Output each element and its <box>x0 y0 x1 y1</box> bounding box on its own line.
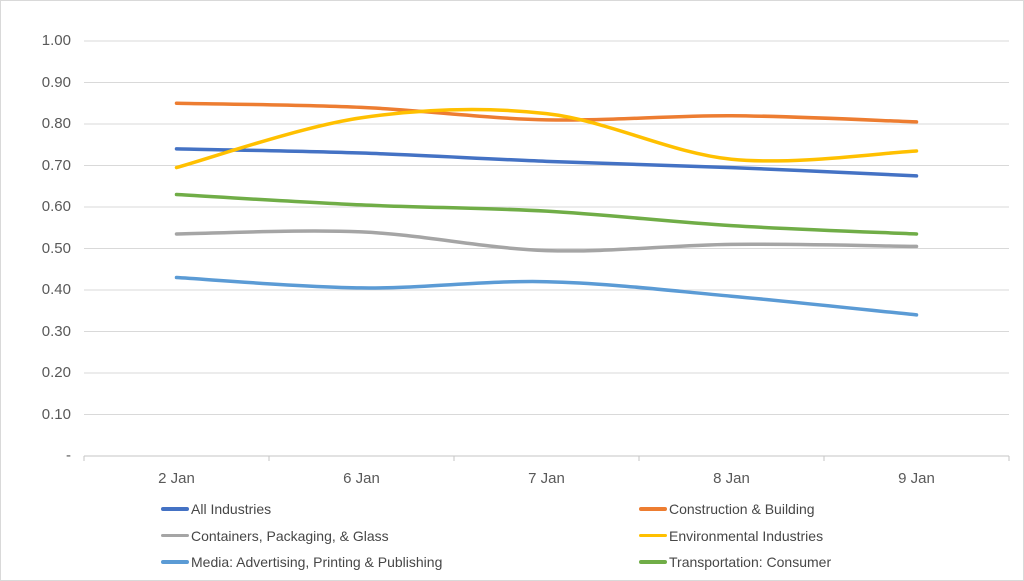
series-line-construction-building <box>174 101 919 124</box>
legend-item-label: Construction & Building <box>669 501 815 517</box>
series-line-transportation-consumer <box>174 192 919 236</box>
legend-swatch-icon <box>639 533 667 538</box>
legend-item-label: Environmental Industries <box>669 527 824 544</box>
legend-swatch-icon <box>161 533 189 538</box>
legend-item-label: Containers, Packaging, & Glass <box>191 527 389 544</box>
series-line-media-advertising-printing-publishing <box>174 275 919 317</box>
series-line-environmental-industries <box>174 107 919 170</box>
legend-item-label: Media: Advertising, Printing & Publishin… <box>191 554 443 570</box>
legend-item-label: Transportation: Consumer <box>669 554 832 570</box>
legend-item-environmental-industries: Environmental Industries <box>639 527 831 545</box>
legend-item-all-industries: All Industries <box>161 500 639 518</box>
legend-item-label: All Industries <box>191 501 272 517</box>
legend-item-media-advertising-printing-publishing: Media: Advertising, Printing & Publishin… <box>161 553 639 571</box>
series-line-containers-packaging-glass <box>174 229 919 253</box>
chart-legend: All Industries Construction & Building Con… <box>161 500 831 571</box>
legend-swatch-icon <box>161 507 189 511</box>
legend-item-transportation-consumer: Transportation: Consumer <box>639 553 831 571</box>
legend-swatch-icon <box>639 560 667 564</box>
legend-swatch-icon <box>161 560 189 564</box>
legend-item-containers-packaging-glass: Containers, Packaging, & Glass <box>161 527 639 545</box>
legend-swatch-icon <box>639 507 667 511</box>
series-line-all-industries <box>174 147 919 178</box>
legend-item-construction-building: Construction & Building <box>639 500 831 518</box>
